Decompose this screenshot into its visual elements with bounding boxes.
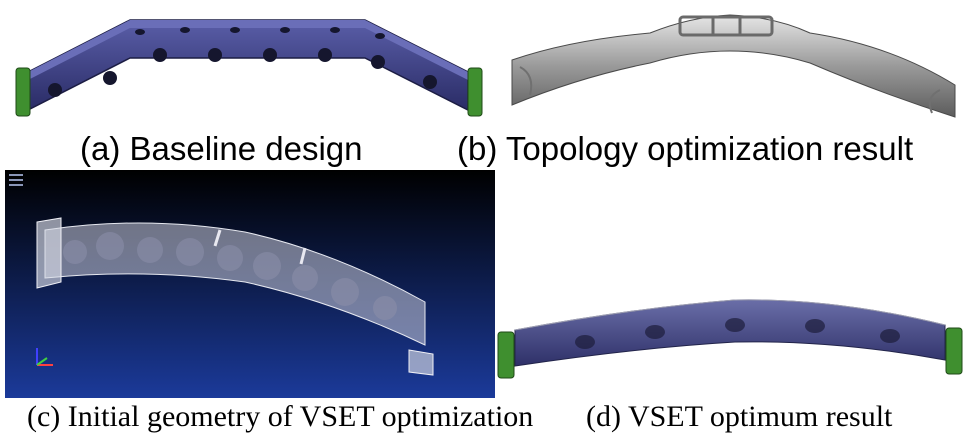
caption-c: (c) Initial geometry of VSET optimizatio… <box>27 400 534 433</box>
topology-result-image <box>511 14 956 118</box>
caption-b: (b) Topology optimization result <box>457 130 914 167</box>
vset-initial-geometry-image <box>5 170 495 398</box>
vset-optimum-image <box>497 299 963 379</box>
panel-c-vset-initial-geometry <box>5 170 495 398</box>
caption-a: (a) Baseline design <box>80 130 363 167</box>
panel-d-vset-optimum <box>495 270 966 398</box>
baseline-beam-image <box>15 19 483 117</box>
panel-b-topology-optimization <box>500 5 960 125</box>
panel-a-baseline-design <box>10 10 490 125</box>
caption-d: (d) VSET optimum result <box>586 400 893 433</box>
